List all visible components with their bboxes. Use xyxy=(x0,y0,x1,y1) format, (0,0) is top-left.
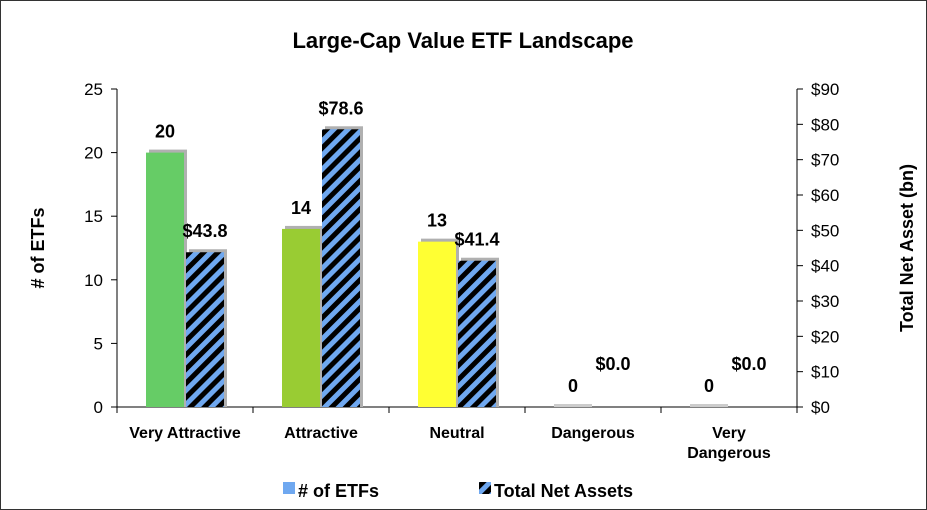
category-label: Attractive xyxy=(284,425,358,442)
left-tick-label: 0 xyxy=(94,398,103,417)
legend-label-etfs: # of ETFs xyxy=(298,481,379,501)
left-tick-label: 25 xyxy=(84,80,103,99)
bar-etfs xyxy=(282,228,320,407)
left-tick-label: 20 xyxy=(84,144,103,163)
data-label-etfs: 0 xyxy=(568,376,578,396)
bar-net-assets xyxy=(322,129,360,407)
right-tick-label: $20 xyxy=(811,327,839,346)
right-tick-label: $30 xyxy=(811,292,839,311)
legend-swatch-net-assets xyxy=(479,482,491,494)
data-labels: 20 $43.8 14 $78.6 13 $41.4 0 $0.0 0 $0.0 xyxy=(155,98,767,396)
right-tick-label: $90 xyxy=(811,80,839,99)
left-tick-label: 15 xyxy=(84,207,103,226)
data-label-net-assets: $78.6 xyxy=(318,98,363,118)
legend-swatch-etfs xyxy=(283,482,295,494)
bars xyxy=(146,126,728,407)
left-axis-label: # of ETFs xyxy=(28,207,48,288)
right-tick-label: $10 xyxy=(811,363,839,382)
data-label-etfs: 0 xyxy=(704,376,714,396)
bar-net-assets xyxy=(458,260,496,407)
left-tick-label: 5 xyxy=(94,334,103,353)
legend: # of ETFs Total Net Assets xyxy=(283,481,633,501)
bar-net-assets xyxy=(186,252,224,407)
chart-title: Large-Cap Value ETF Landscape xyxy=(292,28,633,53)
legend-label-net-assets: Total Net Assets xyxy=(494,481,633,501)
right-tick-label: $70 xyxy=(811,151,839,170)
bar-etfs xyxy=(554,404,592,407)
right-tick-label: $40 xyxy=(811,257,839,276)
right-axis-label: Total Net Asset (bn) xyxy=(897,164,917,332)
x-axis: Very Attractive Attractive Neutral Dangerou… xyxy=(116,406,798,462)
category-label: Neutral xyxy=(429,425,484,442)
data-label-net-assets: $41.4 xyxy=(454,230,499,250)
category-label: Very xyxy=(712,425,746,442)
left-y-axis: 0 5 10 15 20 25 xyxy=(84,80,118,417)
data-label-net-assets: $0.0 xyxy=(731,354,766,374)
data-label-net-assets: $0.0 xyxy=(595,354,630,374)
category-label: Very Attractive xyxy=(129,425,241,442)
left-tick-label: 10 xyxy=(84,271,103,290)
bar-etfs xyxy=(418,241,456,407)
right-tick-label: $50 xyxy=(811,221,839,240)
data-label-etfs: 20 xyxy=(155,122,175,142)
right-tick-label: $80 xyxy=(811,115,839,134)
right-tick-label: $60 xyxy=(811,186,839,205)
category-label: Dangerous xyxy=(687,445,771,462)
data-label-net-assets: $43.8 xyxy=(182,221,227,241)
bar-etfs xyxy=(690,404,728,407)
data-label-etfs: 13 xyxy=(427,211,447,231)
bar-etfs xyxy=(146,152,184,407)
data-label-etfs: 14 xyxy=(291,198,311,218)
right-y-axis: $0 $10 $20 $30 $40 $50 $60 $70 $80 $90 xyxy=(796,80,839,417)
category-label: Dangerous xyxy=(551,425,635,442)
right-tick-label: $0 xyxy=(811,398,830,417)
